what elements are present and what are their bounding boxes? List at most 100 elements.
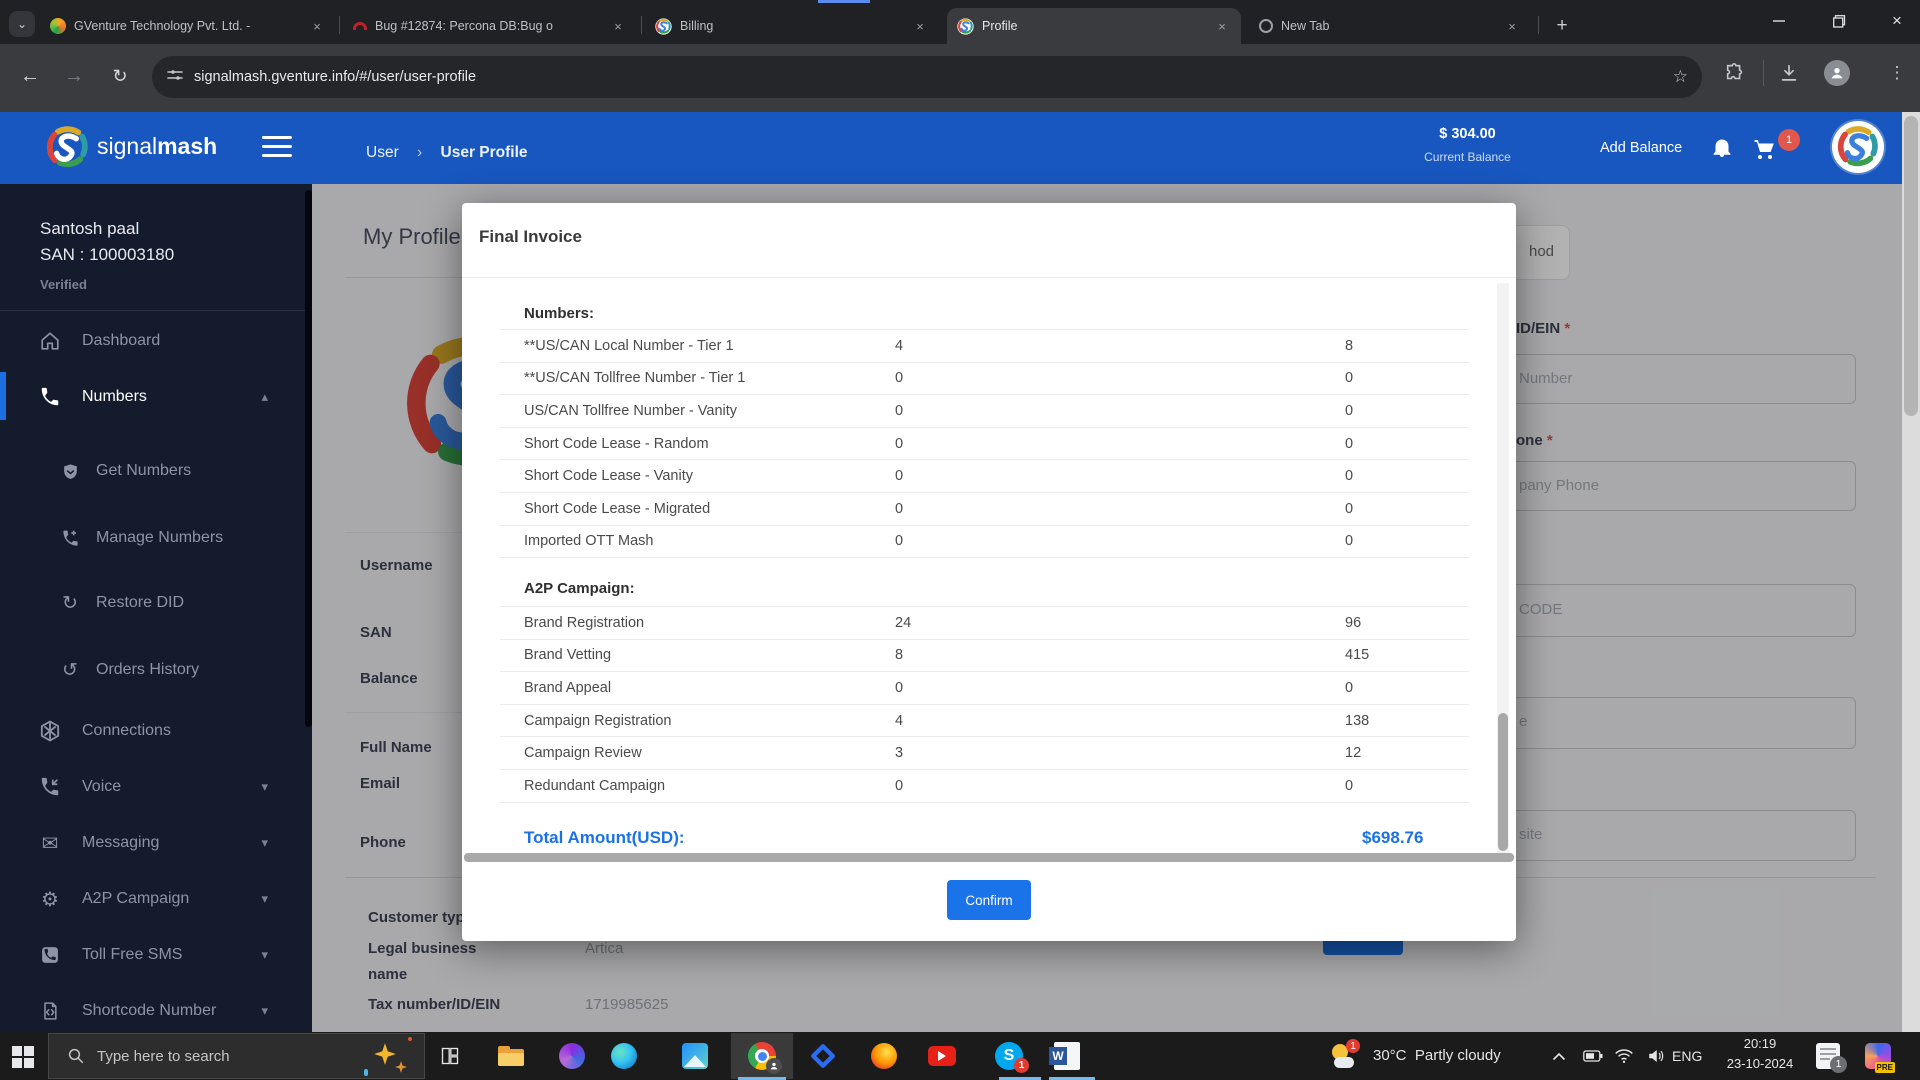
downloads-icon[interactable] xyxy=(1778,62,1800,89)
sidebar-item-voice[interactable]: Voice ▾ xyxy=(0,772,312,802)
sidebar-item-manage-numbers[interactable]: Manage Numbers xyxy=(0,523,312,553)
tab-close-icon[interactable]: × xyxy=(1508,18,1516,34)
tab-new-tab[interactable]: New Tab × xyxy=(1249,8,1531,44)
weather-text[interactable]: 30°C Partly cloudy xyxy=(1373,1047,1501,1064)
new-tab-button[interactable]: + xyxy=(1556,15,1568,36)
tab-gventure[interactable]: GVenture Technology Pvt. Ltd. - × xyxy=(40,8,336,44)
bookmark-star-icon[interactable]: ☆ xyxy=(1672,67,1688,86)
add-balance-button[interactable]: Add Balance xyxy=(1600,140,1683,156)
edge-browser-icon[interactable] xyxy=(608,1040,640,1072)
modal-horizontal-scrollbar[interactable] xyxy=(464,853,1514,862)
site-settings-icon[interactable] xyxy=(166,66,184,89)
sidebar-item-dashboard[interactable]: Dashboard xyxy=(0,326,312,356)
row-amount: 0 xyxy=(1345,533,1354,550)
browser-menu-icon[interactable]: ⋮ xyxy=(1888,63,1906,82)
loop-app-icon[interactable] xyxy=(556,1040,588,1072)
notification-center-icon[interactable]: 1 xyxy=(1812,1040,1847,1073)
youtube-app-icon[interactable] xyxy=(926,1040,958,1072)
row-amount: 0 xyxy=(1345,468,1354,485)
badge-check-icon xyxy=(58,462,82,481)
notifications-bell-icon[interactable] xyxy=(1710,135,1734,164)
start-button-icon[interactable] xyxy=(12,1046,34,1073)
sidebar-item-a2p-campaign[interactable]: ⚙ A2P Campaign ▾ xyxy=(0,884,312,914)
tab-close-icon[interactable]: × xyxy=(313,18,321,34)
pre-app-icon[interactable]: PRE xyxy=(1862,1040,1895,1073)
window-maximize-button[interactable] xyxy=(1816,0,1862,42)
chrome-browser-icon[interactable] xyxy=(746,1040,782,1074)
clock-time[interactable]: 20:19 xyxy=(1743,1036,1777,1051)
submit-button-fragment[interactable] xyxy=(1323,938,1403,955)
sidebar-item-orders-history[interactable]: ↺ Orders History xyxy=(0,655,312,685)
row-label: Short Code Lease - Vanity xyxy=(524,468,693,485)
confirm-button[interactable]: Confirm xyxy=(947,880,1031,920)
skype-badge: 1 xyxy=(1014,1058,1029,1073)
breadcrumb-section[interactable]: User xyxy=(366,144,399,161)
clock-date[interactable]: 23-10-2024 xyxy=(1726,1056,1794,1071)
tab-close-icon[interactable]: × xyxy=(916,18,924,34)
weather-icon[interactable]: 1 xyxy=(1328,1039,1360,1072)
taskbar-search-box[interactable]: Type here to search xyxy=(48,1033,425,1079)
weather-badge: 1 xyxy=(1346,1039,1360,1053)
task-view-icon[interactable] xyxy=(434,1040,466,1072)
row-qty: 0 xyxy=(895,402,904,419)
sidebar-item-numbers[interactable]: Numbers ▴ xyxy=(0,382,312,412)
sidebar-item-shortcode-number[interactable]: Shortcode Number ▾ xyxy=(0,996,312,1026)
sidebar-scrollbar[interactable] xyxy=(305,190,312,727)
modal-scrollbar-track[interactable] xyxy=(1497,283,1509,853)
url-text[interactable]: signalmash.gventure.info/#/user/user-pro… xyxy=(194,69,477,85)
sidebar-item-connections[interactable]: Connections xyxy=(0,716,312,746)
tab-title: GVenture Technology Pvt. Ltd. - xyxy=(74,19,251,33)
sidebar-item-restore-did[interactable]: ↻ Restore DID xyxy=(0,588,312,618)
tray-chevron-icon[interactable] xyxy=(1543,1040,1575,1072)
cart-icon[interactable] xyxy=(1752,137,1778,166)
sidebar-item-toll-free-sms[interactable]: Toll Free SMS ▾ xyxy=(0,940,312,970)
page-scrollbar-thumb[interactable] xyxy=(1904,116,1918,416)
forward-button[interactable]: → xyxy=(64,64,84,87)
field-label: Balance xyxy=(360,670,418,687)
phone-voice-icon xyxy=(36,776,64,798)
field-label: Phone xyxy=(360,834,406,851)
volume-icon[interactable] xyxy=(1640,1040,1672,1072)
chevron-down-icon: ▾ xyxy=(261,891,268,906)
sidebar-item-messaging[interactable]: ✉ Messaging ▾ xyxy=(0,828,312,858)
row-qty: 0 xyxy=(895,370,904,387)
tab-profile-active[interactable]: Profile × xyxy=(947,8,1241,44)
window-minimize-button[interactable] xyxy=(1756,0,1802,42)
address-bar[interactable]: signalmash.gventure.info/#/user/user-pro… xyxy=(152,56,1702,98)
firefox-browser-icon[interactable] xyxy=(868,1040,900,1072)
copilot-sparkle-icon[interactable] xyxy=(364,1036,412,1076)
profile-avatar-icon[interactable] xyxy=(1824,60,1850,86)
sidebar-item-get-numbers[interactable]: Get Numbers xyxy=(0,456,312,486)
blue-app-icon[interactable] xyxy=(807,1040,839,1072)
tab-close-icon[interactable]: × xyxy=(614,18,622,34)
word-open-indicator xyxy=(1049,1077,1095,1080)
breadcrumb-separator-icon: › xyxy=(417,144,423,161)
tab-bug[interactable]: Bug #12874: Percona DB:Bug o × xyxy=(343,8,637,44)
skype-app-icon[interactable]: S 1 xyxy=(993,1040,1029,1073)
reload-button[interactable]: ↻ xyxy=(112,65,128,86)
row-amount: 138 xyxy=(1345,712,1370,729)
user-avatar[interactable] xyxy=(1832,121,1884,173)
window-close-button[interactable]: × xyxy=(1892,11,1902,30)
search-placeholder: Type here to search xyxy=(97,1047,230,1065)
row-qty: 8 xyxy=(895,647,904,664)
row-qty: 0 xyxy=(895,777,904,794)
row-qty: 4 xyxy=(895,712,904,729)
battery-icon[interactable] xyxy=(1577,1040,1609,1072)
chrome-open-indicator xyxy=(738,1077,786,1080)
language-indicator[interactable]: ENG xyxy=(1672,1048,1703,1064)
row-amount: 0 xyxy=(1345,500,1354,517)
extensions-icon[interactable] xyxy=(1724,62,1746,89)
wifi-icon[interactable] xyxy=(1608,1040,1640,1072)
photos-app-icon[interactable] xyxy=(679,1040,711,1072)
tab-close-icon[interactable]: × xyxy=(1218,18,1226,34)
tab-search-icon[interactable]: ⌄ xyxy=(9,11,35,37)
modal-scrollbar-thumb[interactable] xyxy=(1498,713,1508,851)
tab-title: Billing xyxy=(680,19,714,33)
balance-label: Current Balance xyxy=(1424,150,1511,164)
back-button[interactable]: ← xyxy=(20,64,40,87)
hamburger-menu-icon[interactable] xyxy=(262,136,292,157)
tab-billing[interactable]: Billing × xyxy=(645,8,939,44)
file-explorer-icon[interactable] xyxy=(495,1040,527,1072)
word-app-icon[interactable]: W xyxy=(1049,1040,1083,1072)
